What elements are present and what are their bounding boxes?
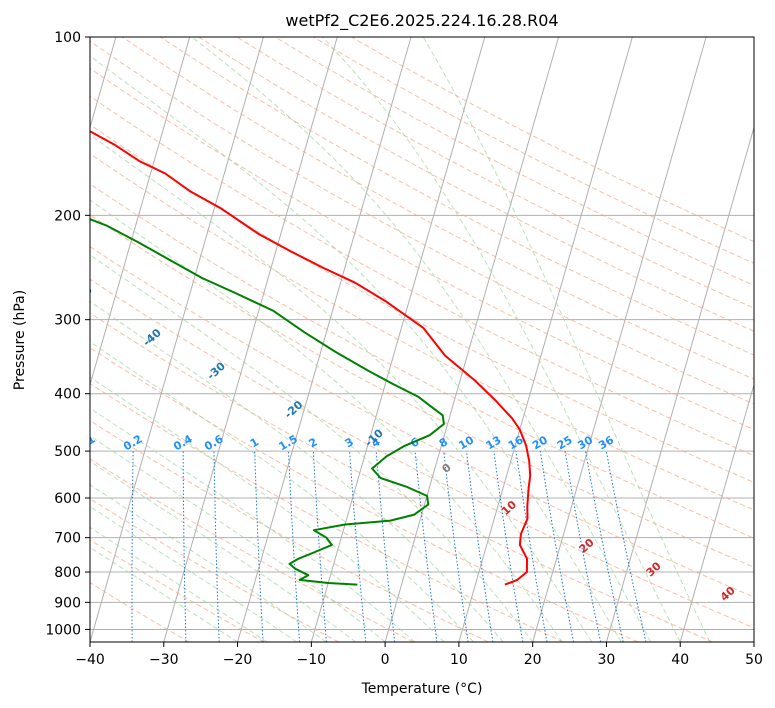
mixing-ratio-line [131,451,134,642]
dry-adiabat-line [121,37,754,380]
mixing-ratio-line [375,451,396,642]
background-lines [82,37,754,642]
mixing-ratio-line [82,451,86,642]
mixing-ratio-line [585,451,624,642]
x-axis-label: Temperature (°C) [361,681,483,697]
y-tick-label: 100 [54,30,81,46]
x-tick-label: −40 [75,652,105,668]
moist-adiabat-line [90,505,297,642]
dry-adiabat-line [90,40,754,405]
isotherm-line [532,37,707,642]
temperature-line [90,130,532,586]
x-tick-label: −10 [297,652,327,668]
moist-adiabat-line [90,254,534,642]
moist-adiabat-line [90,55,622,642]
y-tick-label: 900 [54,595,81,611]
plot-frame [89,36,755,643]
isotherm-line [679,382,754,642]
isotherm-line [605,125,754,642]
dry-adiabat-label: -50 [71,283,95,306]
y-tick-label: 600 [54,491,81,507]
isotherm-line [384,37,560,642]
moist-adiabat-line [90,435,386,642]
dry-adiabat-line [90,214,754,568]
dry-adiabat-label: -60 [0,231,21,254]
mixing-ratio-line [349,451,367,642]
moist-adiabat-line [90,407,415,642]
mixing-ratio-line [254,451,264,642]
y-tick-label: 800 [54,565,81,581]
moist-adiabat-line [90,300,504,642]
mixing-ratio-line [605,451,647,642]
moist-adiabat-line [90,341,474,642]
x-tick-label: −30 [149,652,179,668]
dry-adiabat-line [90,312,713,642]
mixing-ratio-label: 0.1 [74,432,97,453]
moist-adiabat-line [191,37,652,642]
dry-adiabat-line [90,347,639,642]
moist-adiabat-line [90,134,593,642]
isotherm-line [90,37,264,642]
dewpoint-line [90,218,445,586]
isotherm-line [458,37,633,642]
moist-adiabat-line [90,526,268,642]
mixing-ratio-line [213,451,220,642]
mixing-ratio-line [312,451,327,642]
y-tick-label: 200 [54,208,81,224]
x-tick-label: 20 [524,652,542,668]
y-axis-ticks: 100 200 300 400 500 600 700 800 900 1000 [45,30,90,638]
y-tick-label: 300 [54,313,81,329]
x-axis-ticks: −40 −30 −20 −10 0 10 20 30 40 50 [75,642,763,668]
dry-adiabat-line [90,67,754,431]
x-tick-label: 40 [671,652,689,668]
moist-adiabat-line [90,484,327,642]
moist-adiabat-line [90,199,563,642]
x-tick-label: 10 [450,652,468,668]
dry-adiabat-line [90,382,564,642]
plot-background [90,37,754,642]
mixing-ratio-line [182,451,187,642]
dry-adiabat-line [90,582,190,642]
x-tick-label: 50 [745,652,763,668]
y-tick-label: 500 [54,444,81,460]
y-tick-label: 1000 [45,622,81,638]
chart-title: wetPf2_C2E6.2025.224.16.28.R04 [285,11,558,31]
isotherm-line [237,37,412,642]
dry-adiabat-line [90,419,489,642]
y-tick-label: 700 [54,531,81,547]
x-tick-label: −20 [223,652,253,668]
x-tick-label: 30 [598,652,616,668]
dry-adiabat-line [90,278,754,629]
dry-adiabat-line [198,37,754,332]
mixing-ratio-line [288,451,301,642]
y-axis-label: Pressure (hPa) [12,290,28,390]
x-tick-label: 0 [381,652,390,668]
moist-adiabat-line [90,460,356,642]
isotherm-line [753,640,754,642]
isotherm-line [163,37,338,642]
y-tick-label: 400 [54,387,81,403]
dry-adiabat-line [90,153,754,511]
isotherm-line [90,37,191,387]
profile-lines [90,130,532,586]
moist-adiabat-line [322,37,681,642]
moist-adiabat-line [422,37,711,642]
dry-adiabat-line [160,37,754,356]
